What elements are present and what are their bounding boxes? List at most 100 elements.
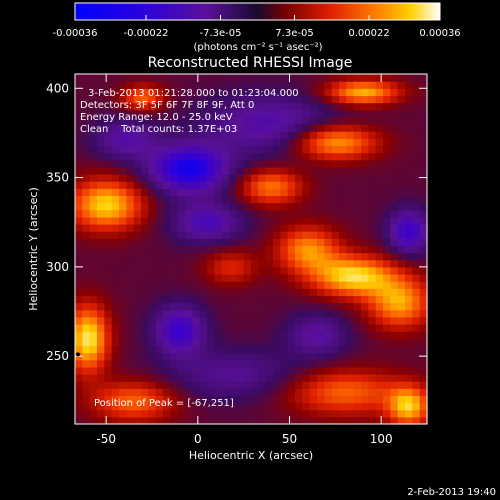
heatmap-cell [302,131,311,139]
heatmap-cell [251,145,259,154]
heatmap-cell [199,131,208,139]
heatmap-cell [97,324,105,332]
heatmap-cell [185,316,193,325]
heatmap-cell [390,402,399,411]
heatmap-cell [111,309,120,318]
heatmap-cell [192,216,201,225]
heatmap-cell [346,331,355,339]
heatmap-cell [207,159,215,168]
heatmap-cell [258,416,267,425]
heatmap-cell [353,345,362,354]
heatmap-cell [412,366,421,375]
heatmap-cell [155,402,164,411]
heatmap-cell [331,202,340,211]
heatmap-cell [302,152,311,161]
heatmap-cell [309,145,318,154]
heatmap-cell [280,202,289,211]
heatmap-cell [185,159,193,168]
heatmap-cell [133,266,142,275]
heatmap-cell [97,138,105,147]
heatmap-cell [302,295,311,304]
heatmap-cell [119,409,127,418]
heatmap-cell [192,166,201,175]
heatmap-cell [236,395,245,404]
heatmap-cell [302,309,311,318]
heatmap-cell [170,359,179,368]
heatmap-cell [317,174,325,182]
heatmap-cell [280,366,289,375]
heatmap-cell [236,324,245,332]
heatmap-cell [346,402,355,411]
heatmap-cell [353,159,362,168]
heatmap-cell [177,188,186,197]
heatmap-cell [339,338,347,347]
heatmap-cell [265,309,274,318]
heatmap-cell [302,188,311,197]
heatmap-cell [273,416,281,425]
heatmap-cell [405,131,413,139]
heatmap-cell [141,231,149,239]
heatmap-cell [126,259,135,268]
heatmap-cell [383,331,391,339]
heatmap-cell [368,188,377,197]
heatmap-cell [126,288,135,297]
heatmap-cell [104,338,113,347]
heatmap-cell [353,74,362,82]
heatmap-cell [346,352,355,361]
heatmap-cell [405,209,413,218]
heatmap-cell [375,231,384,239]
heatmap-cell [309,359,318,368]
heatmap-cell [170,388,179,397]
heatmap-cell [317,195,325,204]
heatmap-cell [324,131,333,139]
heatmap-cell [361,338,369,347]
heatmap-cell [287,381,296,389]
heatmap-cell [141,252,149,261]
heatmap-cell [214,124,223,132]
heatmap-cell [397,402,406,411]
heatmap-cell [155,116,164,125]
heatmap-cell [214,102,223,111]
heatmap-cell [280,352,289,361]
heatmap-cell [309,81,318,89]
heatmap-cell [243,174,252,182]
heatmap-cell [207,166,215,175]
heatmap-cell [229,159,237,168]
heatmap-cell [317,381,325,389]
heatmap-cell [419,109,428,118]
heatmap-cell [375,416,384,425]
heatmap-cell [214,224,223,232]
heatmap-cell [185,116,193,125]
heatmap-cell [185,381,193,389]
heatmap-cell [119,345,127,354]
heatmap-cell [419,324,428,332]
heatmap-cell [148,116,157,125]
heatmap-cell [258,202,267,211]
heatmap-cell [353,88,362,97]
heatmap-cell [148,95,157,104]
heatmap-cell [236,252,245,261]
heatmap-cell [339,74,347,82]
heatmap-cell [126,281,135,289]
heatmap-cell [126,374,135,382]
heatmap-cell [324,338,333,347]
heatmap-cell [353,359,362,368]
heatmap-cell [251,366,259,375]
heatmap-cell [258,252,267,261]
heatmap-cell [346,245,355,254]
heatmap-cell [126,402,135,411]
heatmap-cell [214,345,223,354]
heatmap-cell [375,309,384,318]
heatmap-cell [148,331,157,339]
heatmap-cell [317,352,325,361]
heatmap-cell [163,188,171,197]
heatmap-cell [317,238,325,247]
heatmap-cell [141,138,149,147]
heatmap-cell [221,381,230,389]
heatmap-cell [383,352,391,361]
heatmap-cell [221,388,230,397]
heatmap-cell [287,95,296,104]
heatmap-cell [353,81,362,89]
heatmap-cell [199,152,208,161]
heatmap-cell [280,409,289,418]
